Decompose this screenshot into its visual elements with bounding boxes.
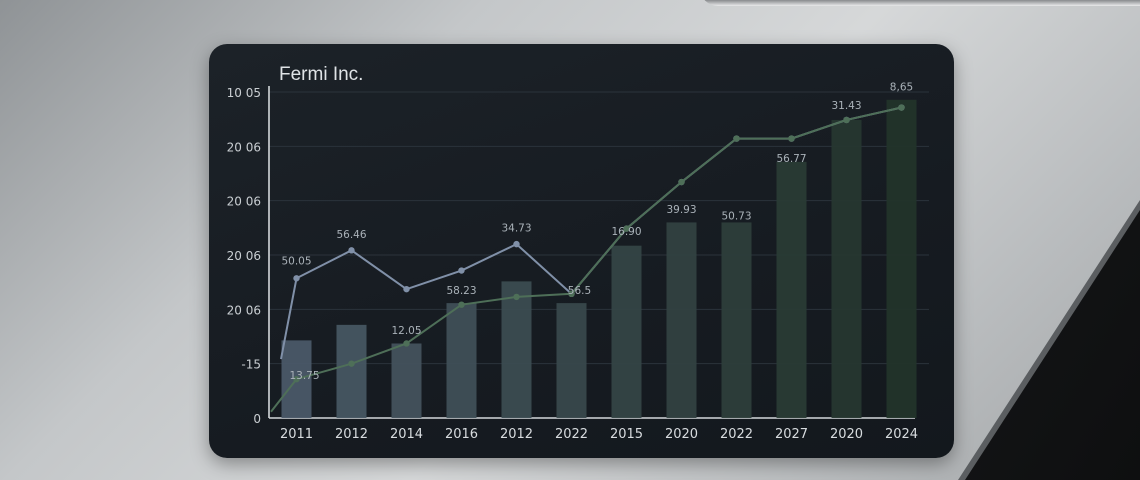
data-label: 16.90	[611, 226, 641, 238]
series-line-green-point	[788, 135, 795, 142]
data-label: 56.5	[568, 285, 591, 297]
series-line-green-point	[293, 375, 300, 383]
bar	[776, 161, 807, 418]
bar	[721, 222, 752, 418]
series-line-green-point	[348, 360, 355, 367]
bar	[501, 281, 532, 418]
y-tick-label: -15	[241, 358, 261, 372]
x-tick-label: 2011	[280, 427, 313, 442]
series-line-green-point	[568, 290, 575, 298]
data-label: 56.77	[776, 153, 806, 165]
bar	[556, 303, 587, 418]
x-tick-label: 2022	[555, 427, 588, 442]
data-label: 39.93	[666, 204, 696, 216]
x-tick-label: 2022	[720, 427, 753, 442]
data-label: 8,65	[890, 81, 913, 93]
x-tick-label: 2020	[665, 427, 698, 442]
x-tick-label: 2014	[390, 427, 423, 442]
series-line-green-point	[733, 135, 740, 142]
series-line-green-point	[458, 301, 465, 308]
series-line-green-point	[678, 178, 685, 186]
data-label: 31.43	[831, 100, 861, 112]
y-tick-label: 20 06	[227, 195, 261, 209]
device-bezel-top	[700, 0, 1140, 6]
chart-title: Fermi Inc.	[279, 64, 364, 85]
data-label: 12.05	[391, 325, 421, 337]
series-line-green-point	[513, 293, 520, 301]
series-line-green-point	[403, 340, 410, 347]
x-tick-label: 2024	[885, 427, 918, 442]
series-line-blue-point	[513, 240, 520, 248]
y-tick-label: 10 05	[227, 86, 261, 100]
data-label: 13.75	[289, 370, 319, 382]
series-line-blue-point	[293, 275, 300, 282]
series-line-blue-point	[458, 267, 465, 274]
data-label: 58.23	[446, 285, 476, 297]
data-label: 34.73	[501, 223, 531, 235]
data-label: 50.73	[721, 210, 751, 222]
series-line-blue	[280, 106, 902, 360]
bar	[391, 343, 422, 418]
y-tick-label: 20 06	[227, 303, 261, 317]
x-tick-label: 2020	[830, 427, 863, 442]
bar	[336, 324, 367, 418]
chart-screen: Fermi Inc. 0 -15 20 06 20 06 20 06 20 06 10 05…	[209, 44, 954, 458]
x-tick-label: 2012	[335, 427, 368, 442]
x-tick-label: 2016	[445, 427, 478, 442]
series-line-blue-point	[403, 285, 410, 293]
series-line-green-point	[843, 116, 850, 124]
bar	[611, 245, 642, 418]
y-tick-label: 0	[253, 412, 261, 426]
chart-svg: 0 -15 20 06 20 06 20 06 20 06 10 05 2011 2012 201…	[227, 81, 929, 442]
bar	[666, 222, 697, 418]
bar	[886, 99, 917, 418]
bar	[831, 119, 862, 418]
x-tick-label: 2027	[775, 427, 808, 442]
bar	[446, 303, 477, 418]
y-tick-label: 20 06	[227, 140, 261, 154]
x-tick-label: 2012	[500, 427, 533, 442]
x-tick-label: 2015	[610, 427, 643, 442]
series-line-green-point	[898, 104, 905, 111]
series-line-green-point	[623, 225, 630, 232]
data-label: 50.05	[281, 255, 311, 267]
y-tick-label: 20 06	[227, 249, 261, 263]
data-label: 56.46	[336, 229, 366, 241]
series-line-blue-point	[348, 247, 355, 254]
